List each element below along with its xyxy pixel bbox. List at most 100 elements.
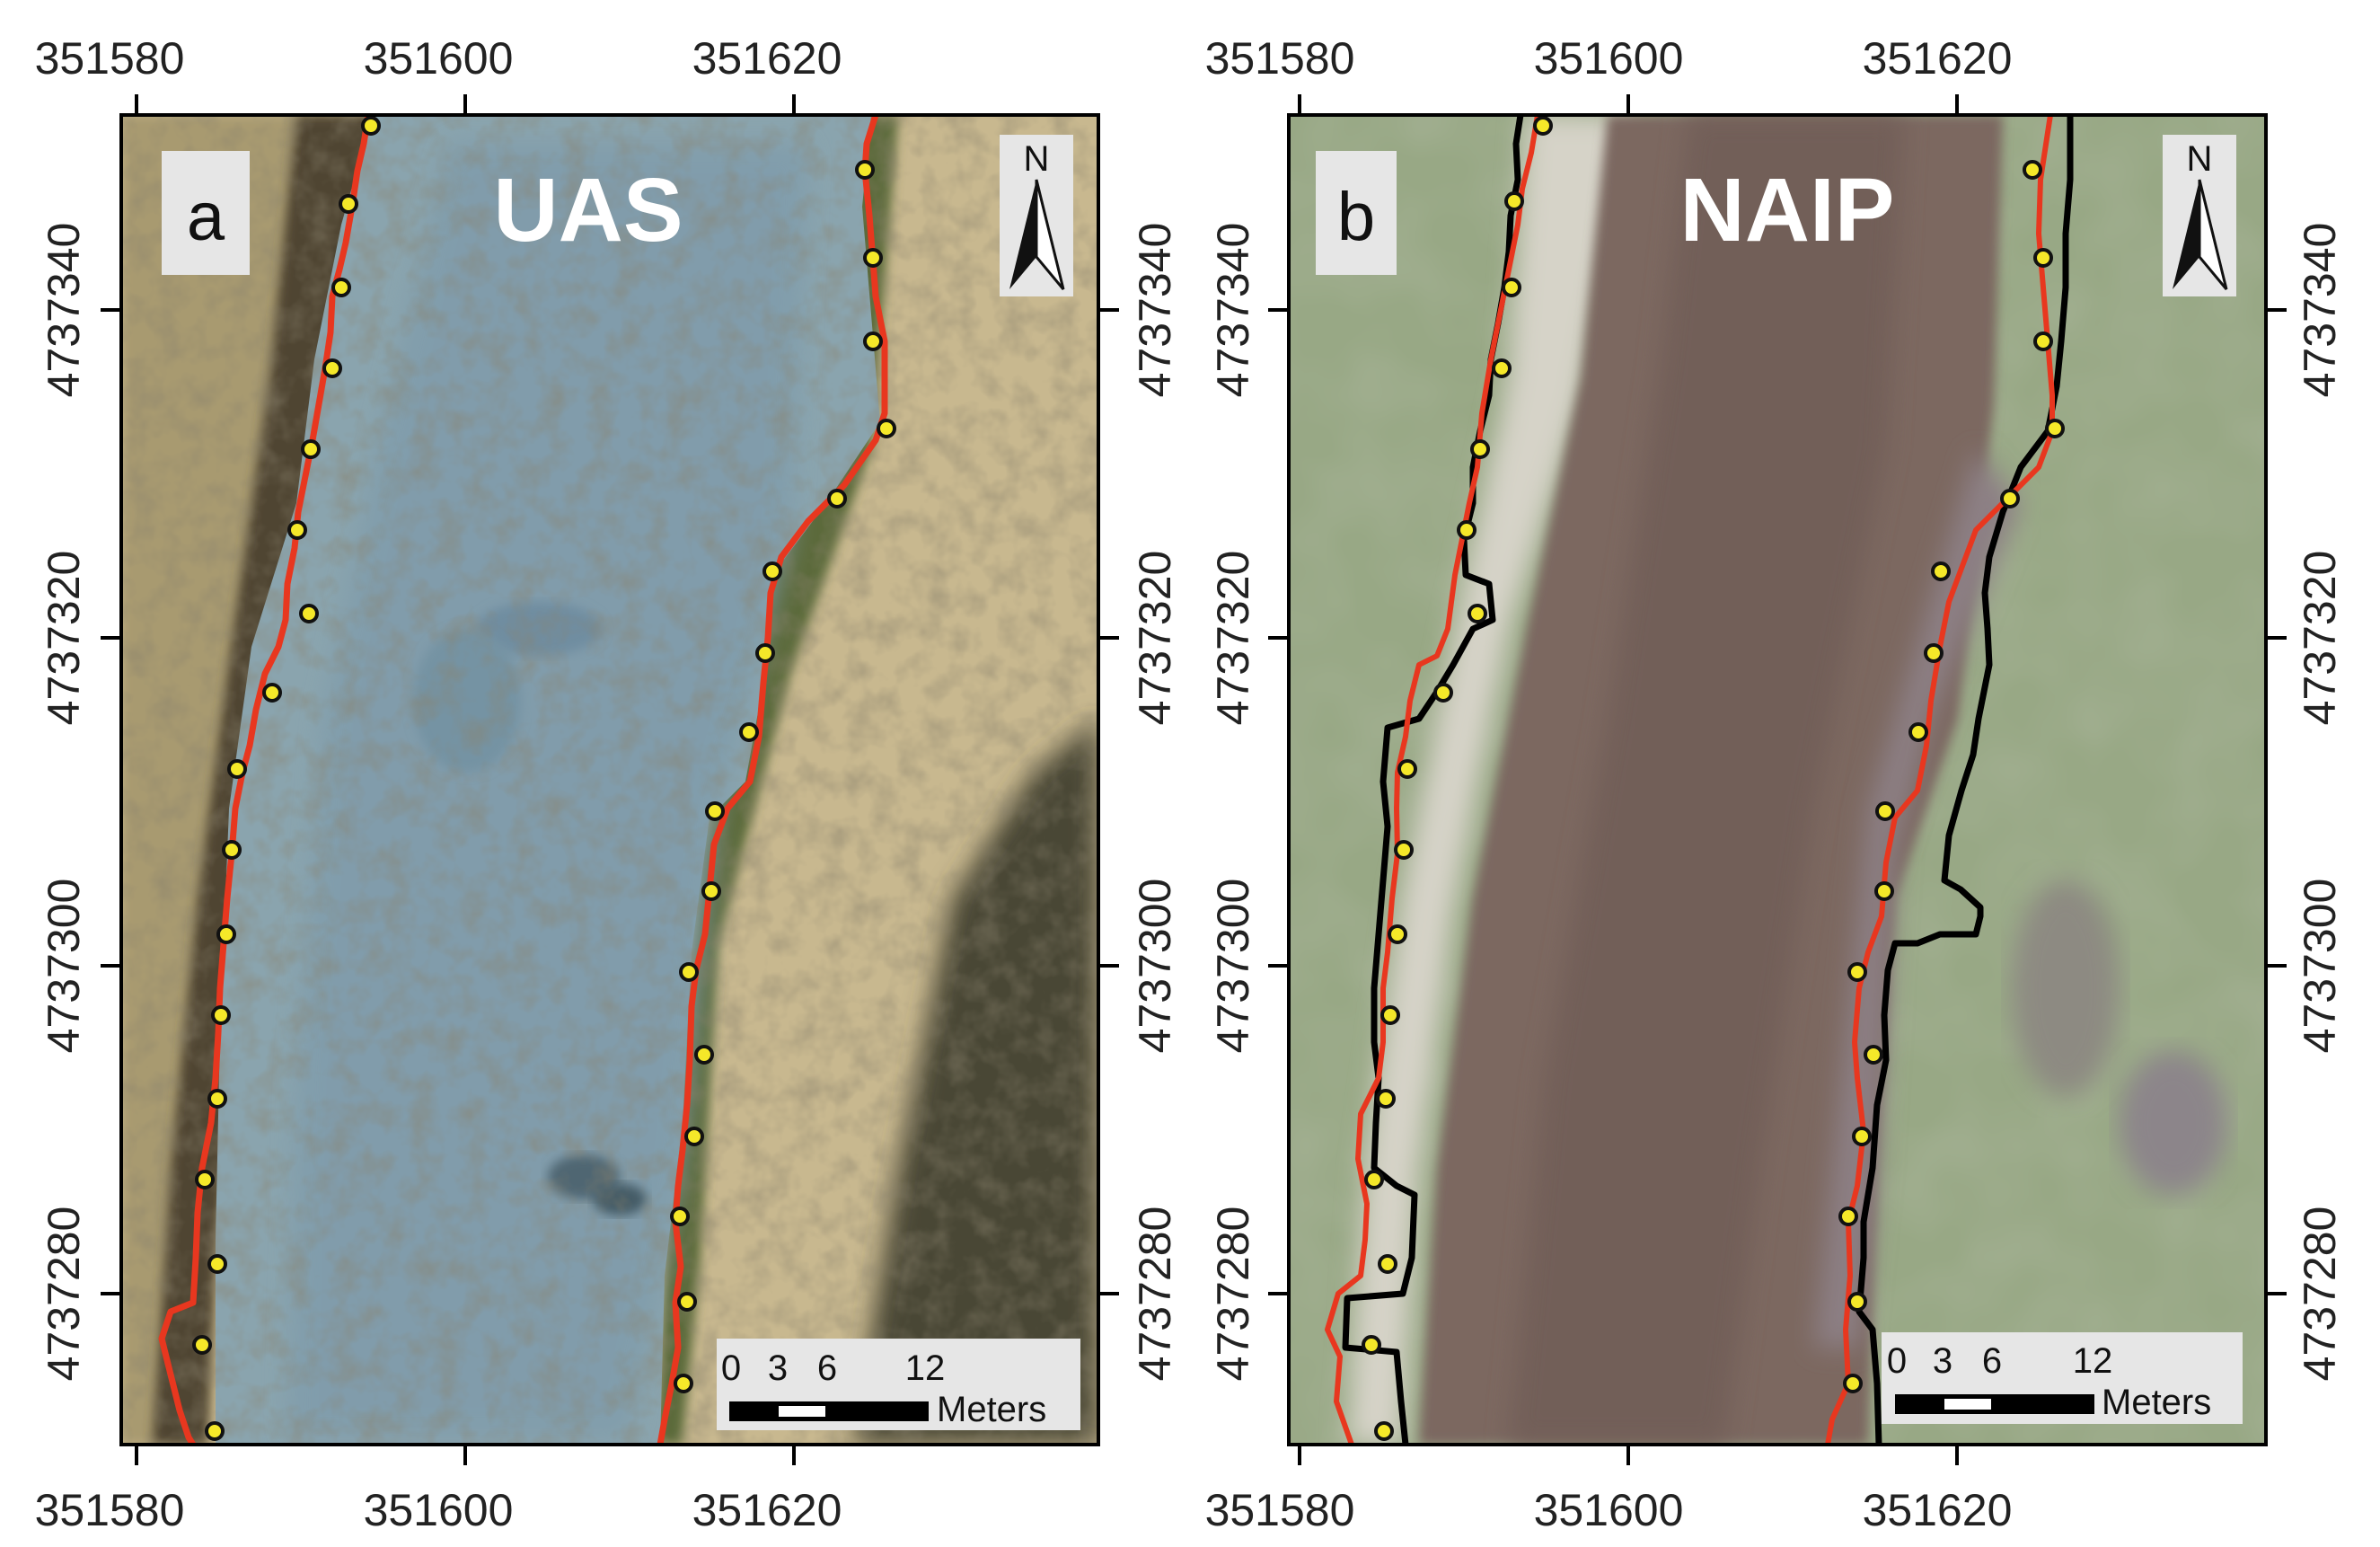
control-point — [739, 722, 759, 742]
y-tick-left: 4737280 — [39, 1207, 89, 1382]
control-point — [2033, 248, 2053, 268]
x-tick-bottom: 351620 — [1863, 1485, 2013, 1535]
control-point — [1838, 1207, 1858, 1226]
x-tick-top: 351620 — [692, 33, 842, 84]
x-tick-bottom: 351600 — [364, 1485, 514, 1535]
control-point — [1362, 1335, 1381, 1355]
scale-unit: Meters — [2102, 1383, 2211, 1422]
north-arrow-icon — [2173, 180, 2199, 289]
control-point — [1852, 1127, 1872, 1146]
y-tick-left: 4737320 — [39, 551, 89, 726]
control-point — [2045, 419, 2065, 438]
panel-letter: b — [1337, 179, 1375, 255]
control-point — [1847, 1292, 1867, 1312]
y-tick-right: 4737300 — [1130, 879, 1180, 1054]
control-point — [1502, 278, 1521, 297]
control-point — [299, 604, 319, 623]
y-tick-right: 4737300 — [2295, 879, 2345, 1054]
x-tick-bottom: 351620 — [692, 1485, 842, 1535]
panel-a-frame — [119, 113, 1100, 1446]
control-point — [694, 1045, 714, 1065]
control-point — [1924, 643, 1944, 663]
x-tick-bottom: 351600 — [1534, 1485, 1684, 1535]
scale-tick: 3 — [768, 1348, 788, 1388]
control-point — [1376, 1089, 1396, 1109]
control-point — [1931, 561, 1951, 581]
scale-tick: 6 — [1982, 1341, 2002, 1381]
panel-b-tick-marks — [1268, 94, 2287, 1465]
control-point — [2033, 332, 2053, 351]
y-tick-left: 4737300 — [1208, 879, 1258, 1054]
control-point — [1470, 439, 1490, 459]
control-point — [1504, 191, 1524, 211]
control-point — [827, 489, 847, 508]
control-point — [262, 683, 282, 703]
y-tick-right: 4737280 — [1130, 1207, 1180, 1382]
control-points-b — [1362, 116, 2065, 1441]
scale-tick: 3 — [1933, 1341, 1952, 1381]
control-point — [2023, 160, 2042, 180]
y-tick-right: 4737280 — [2295, 1207, 2345, 1382]
panel-title: NAIP — [1680, 160, 1895, 261]
control-point — [195, 1170, 215, 1189]
y-tick-left: 4737340 — [1208, 223, 1258, 398]
y-tick-right: 4737320 — [1130, 551, 1180, 726]
control-points-a — [192, 116, 896, 1441]
control-point — [192, 1335, 212, 1355]
x-tick-top: 351600 — [364, 33, 514, 84]
scale-tick: 6 — [817, 1348, 837, 1388]
control-point — [1875, 801, 1895, 821]
panel-a-uas: 351580 351600 351620 351580 351600 35162… — [35, 33, 1180, 1535]
scale-unit: Meters — [937, 1390, 1046, 1429]
control-point — [1908, 722, 1928, 742]
north-label: N — [1024, 139, 1050, 179]
control-point — [207, 1089, 227, 1109]
control-point — [684, 1127, 704, 1146]
panel-a-tick-marks — [101, 94, 1119, 1465]
x-tick-top: 351600 — [1534, 33, 1684, 84]
control-point — [705, 801, 725, 821]
y-tick-left: 4737320 — [1208, 551, 1258, 726]
north-arrow-a: N — [1000, 135, 1073, 296]
red-boundary-left-b — [1325, 114, 1540, 1446]
control-point — [1874, 881, 1894, 901]
y-tick-left: 4737300 — [39, 879, 89, 1054]
control-point — [877, 419, 896, 438]
control-point — [211, 1005, 231, 1025]
control-point — [863, 332, 883, 351]
control-point — [1864, 1045, 1883, 1065]
control-point — [331, 278, 351, 297]
x-tick-top: 351580 — [1205, 33, 1355, 84]
north-arrow-b: N — [2163, 135, 2236, 296]
control-point — [1388, 924, 1407, 944]
control-point — [674, 1374, 693, 1393]
panel-b-frame — [1287, 113, 2268, 1446]
control-point — [1492, 358, 1512, 378]
control-point — [679, 962, 699, 982]
uas-imagery — [121, 115, 1098, 1445]
control-point — [339, 194, 358, 214]
x-tick-bottom: 351580 — [35, 1485, 185, 1535]
panel-letter-box — [1316, 151, 1397, 275]
control-point — [1433, 683, 1453, 703]
control-point — [222, 840, 242, 860]
control-point — [1378, 1254, 1397, 1274]
panel-b-naip: 351580 351600 351620 351580 351600 35162… — [1205, 33, 2345, 1535]
scale-tick: 12 — [2073, 1341, 2113, 1381]
control-point — [1468, 604, 1487, 623]
control-point — [1843, 1374, 1863, 1393]
control-point — [361, 116, 381, 136]
control-point — [701, 881, 721, 901]
control-point — [670, 1207, 690, 1226]
x-tick-top: 351620 — [1863, 33, 2013, 84]
panel-title: UAS — [493, 160, 683, 261]
control-point — [301, 439, 321, 459]
scale-bar-b: 0 3 6 12 Meters — [1882, 1332, 2243, 1424]
scale-tick: 0 — [721, 1348, 741, 1388]
scale-tick: 0 — [1887, 1341, 1907, 1381]
control-point — [287, 520, 307, 540]
red-boundary-left — [158, 114, 372, 1446]
control-point — [1533, 116, 1553, 136]
y-tick-left: 4737280 — [1208, 1207, 1258, 1382]
